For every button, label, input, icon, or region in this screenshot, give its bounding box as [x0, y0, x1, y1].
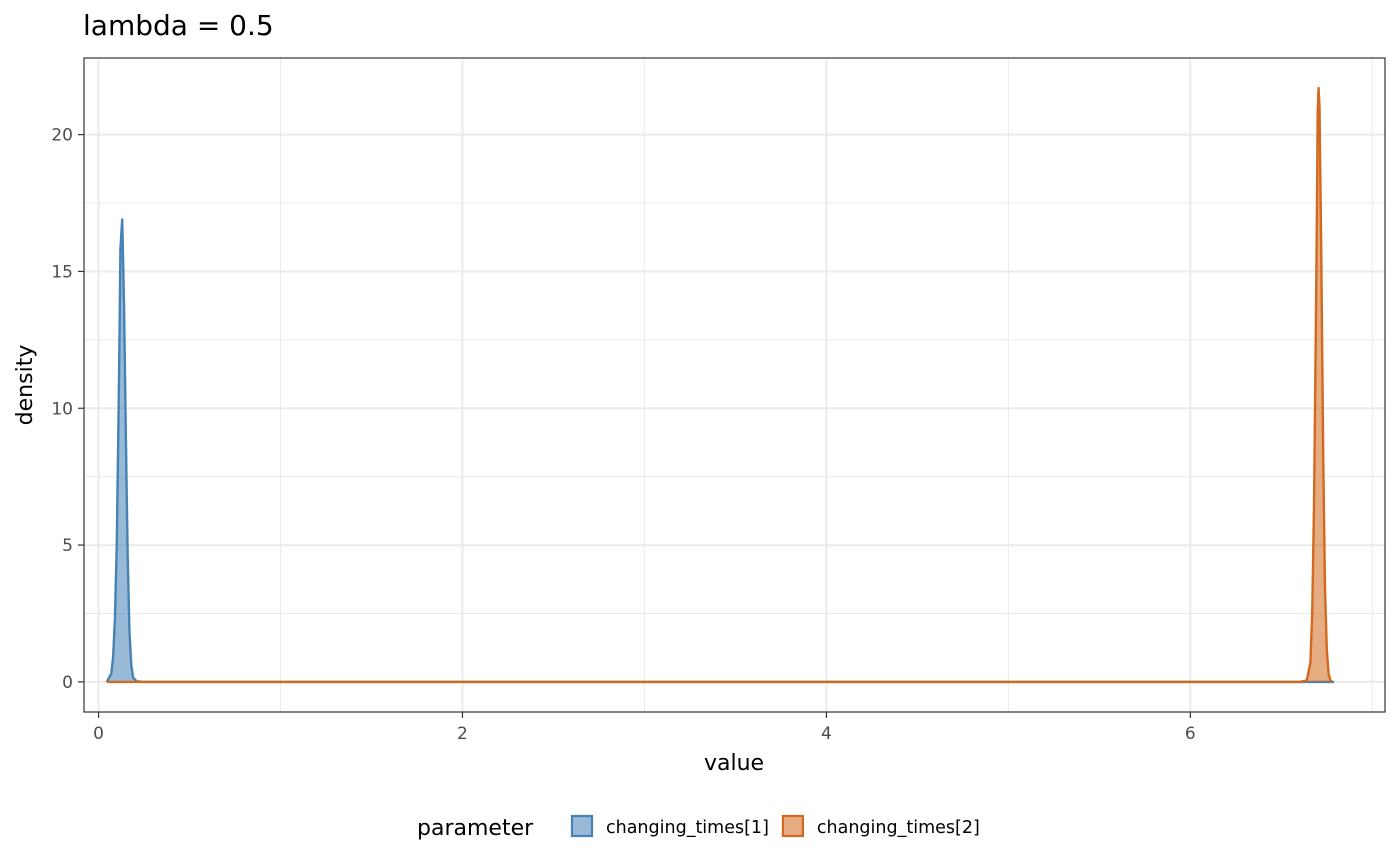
legend-item-2: changing_times[2]: [781, 814, 980, 838]
legend-title: parameter: [417, 816, 534, 841]
legend-item-1: changing_times[1]: [570, 814, 769, 838]
minor-gridlines: [84, 58, 1385, 712]
series-layer: [105, 86, 1335, 684]
y-tick-label: 20: [51, 126, 73, 146]
y-axis: 0 5 10 15 20: [51, 126, 84, 693]
y-axis-title: density: [13, 345, 38, 426]
panel-background: [84, 58, 1385, 712]
panel-border: [83, 57, 1386, 713]
legend-label-1: changing_times[1]: [606, 818, 769, 838]
x-tick-label: 0: [93, 724, 104, 744]
x-axis: 0 2 4 6: [93, 712, 1196, 744]
legend: parameter changing_times[1] changing_time…: [417, 814, 980, 841]
y-tick-label: 15: [51, 262, 73, 282]
y-tick-label: 5: [62, 536, 73, 556]
y-tick-label: 10: [51, 399, 73, 419]
x-tick-label: 2: [457, 724, 468, 744]
x-axis-title: value: [704, 751, 764, 776]
legend-key-1: [570, 814, 594, 838]
legend-items: changing_times[1] changing_times[2]: [570, 814, 980, 838]
legend-label-2: changing_times[2]: [817, 818, 980, 838]
major-gridlines: [84, 58, 1385, 712]
x-tick-label: 6: [1185, 724, 1196, 744]
density-line-series-2: [106, 86, 1333, 684]
plot-area: [83, 57, 1386, 713]
legend-key-2: [781, 814, 805, 838]
chart-title: lambda = 0.5: [83, 9, 274, 42]
x-tick-label: 4: [821, 724, 832, 744]
y-tick-label: 0: [62, 673, 73, 693]
